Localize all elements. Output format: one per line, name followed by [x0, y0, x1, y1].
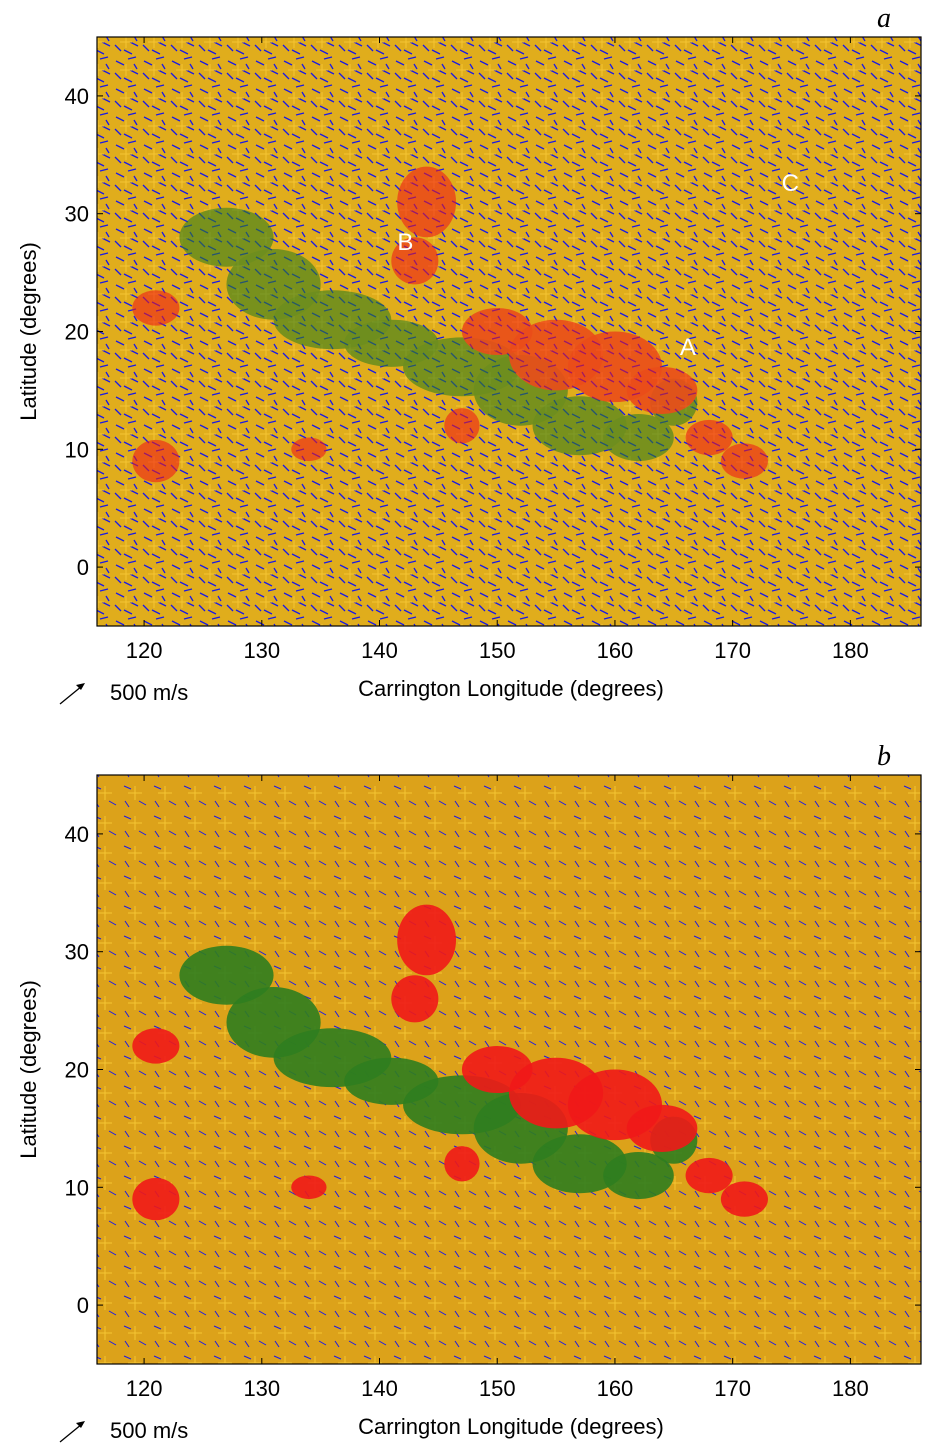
x-tick-label: 120 [126, 1376, 163, 1401]
x-tick-label: 130 [243, 1376, 280, 1401]
x-tick-label: 150 [479, 638, 516, 663]
scale-label: 500 m/s [110, 680, 188, 705]
scale-label: 500 m/s [110, 1418, 188, 1443]
red-region [397, 904, 457, 976]
panel-label: b [877, 741, 891, 772]
red-region [626, 1104, 698, 1152]
annotation: A [680, 334, 696, 361]
y-tick-label: 20 [65, 320, 89, 345]
red-region [444, 1146, 480, 1182]
panel-label: a [877, 3, 891, 34]
x-tick-label: 180 [832, 638, 869, 663]
x-tick-label: 150 [479, 1376, 516, 1401]
red-region [132, 1028, 180, 1064]
y-tick-label: 0 [77, 555, 89, 580]
plot-area [97, 37, 921, 626]
x-tick-label: 140 [361, 1376, 398, 1401]
scale-arrow [59, 1423, 83, 1443]
y-tick-label: 10 [65, 1175, 89, 1200]
x-tick-label: 170 [714, 1376, 751, 1401]
x-tick-label: 140 [361, 638, 398, 663]
red-region [391, 975, 439, 1023]
y-tick-label: 30 [65, 202, 89, 227]
y-tick-label: 20 [65, 1058, 89, 1083]
y-tick-label: 0 [77, 1293, 89, 1318]
x-tick-label: 130 [243, 638, 280, 663]
scale-arrow-head [76, 1421, 85, 1428]
x-tick-label: 170 [714, 638, 751, 663]
x-tick-label: 160 [597, 1376, 634, 1401]
red-region [132, 1177, 180, 1221]
y-tick-label: 30 [65, 940, 89, 965]
y-tick-label: 10 [65, 437, 89, 462]
scale-arrow [59, 685, 83, 705]
y-tick-label: 40 [65, 822, 89, 847]
y-axis-label: Latitude (degrees) [16, 980, 41, 1159]
annotation: C [782, 170, 799, 197]
red-region [685, 1157, 733, 1194]
x-tick-label: 160 [597, 638, 634, 663]
plot-area [97, 775, 921, 1364]
green-region [179, 945, 274, 1005]
red-region [720, 1181, 768, 1217]
flow-overlay [97, 37, 921, 626]
x-axis-label: Carrington Longitude (degrees) [358, 676, 664, 701]
x-tick-label: 120 [126, 638, 163, 663]
green-region [532, 1134, 627, 1194]
x-axis-label: Carrington Longitude (degrees) [358, 1414, 664, 1439]
y-axis-label: Latitude (degrees) [16, 242, 41, 421]
scale-arrow-head [76, 683, 85, 690]
red-region [291, 1175, 327, 1200]
y-tick-label: 40 [65, 84, 89, 109]
x-tick-label: 180 [832, 1376, 869, 1401]
green-region [603, 1151, 674, 1200]
annotation: B [397, 229, 413, 256]
